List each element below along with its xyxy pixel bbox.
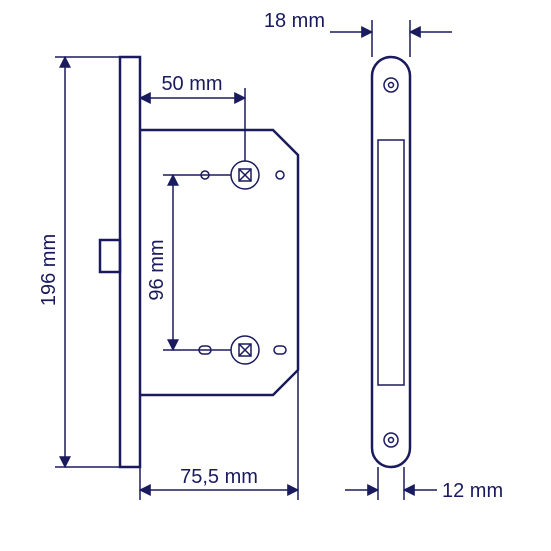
strike-screw-top xyxy=(384,78,398,92)
strike-screw-bottom xyxy=(384,433,398,447)
dim-depth-75-5: 75,5 mm xyxy=(140,370,298,500)
lock-technical-drawing: 196 mm 50 mm 96 mm 75,5 mm 18 mm 12 mm xyxy=(0,0,551,551)
svg-text:50 mm: 50 mm xyxy=(161,73,222,95)
dim-strike-width-18: 18 mm xyxy=(264,10,452,57)
faceplate xyxy=(120,57,140,467)
svg-text:12 mm: 12 mm xyxy=(442,480,503,502)
svg-text:18 mm: 18 mm xyxy=(264,10,325,32)
svg-text:96 mm: 96 mm xyxy=(146,239,168,300)
svg-text:196 mm: 196 mm xyxy=(38,234,60,306)
latch-bolt xyxy=(100,240,120,272)
strike-plate-inner xyxy=(378,140,404,385)
dim-strike-inner-12: 12 mm xyxy=(345,467,503,502)
spindle-hole-top xyxy=(231,161,259,189)
slot-bot-right xyxy=(274,346,286,354)
dim-spacing-96: 96 mm xyxy=(146,175,231,350)
spindle-hole-bottom xyxy=(231,336,259,364)
dim-backset-50: 50 mm xyxy=(140,73,245,161)
mount-hole-top-right xyxy=(276,171,284,179)
dim-height-196: 196 mm xyxy=(38,57,120,467)
svg-text:75,5 mm: 75,5 mm xyxy=(180,466,258,488)
